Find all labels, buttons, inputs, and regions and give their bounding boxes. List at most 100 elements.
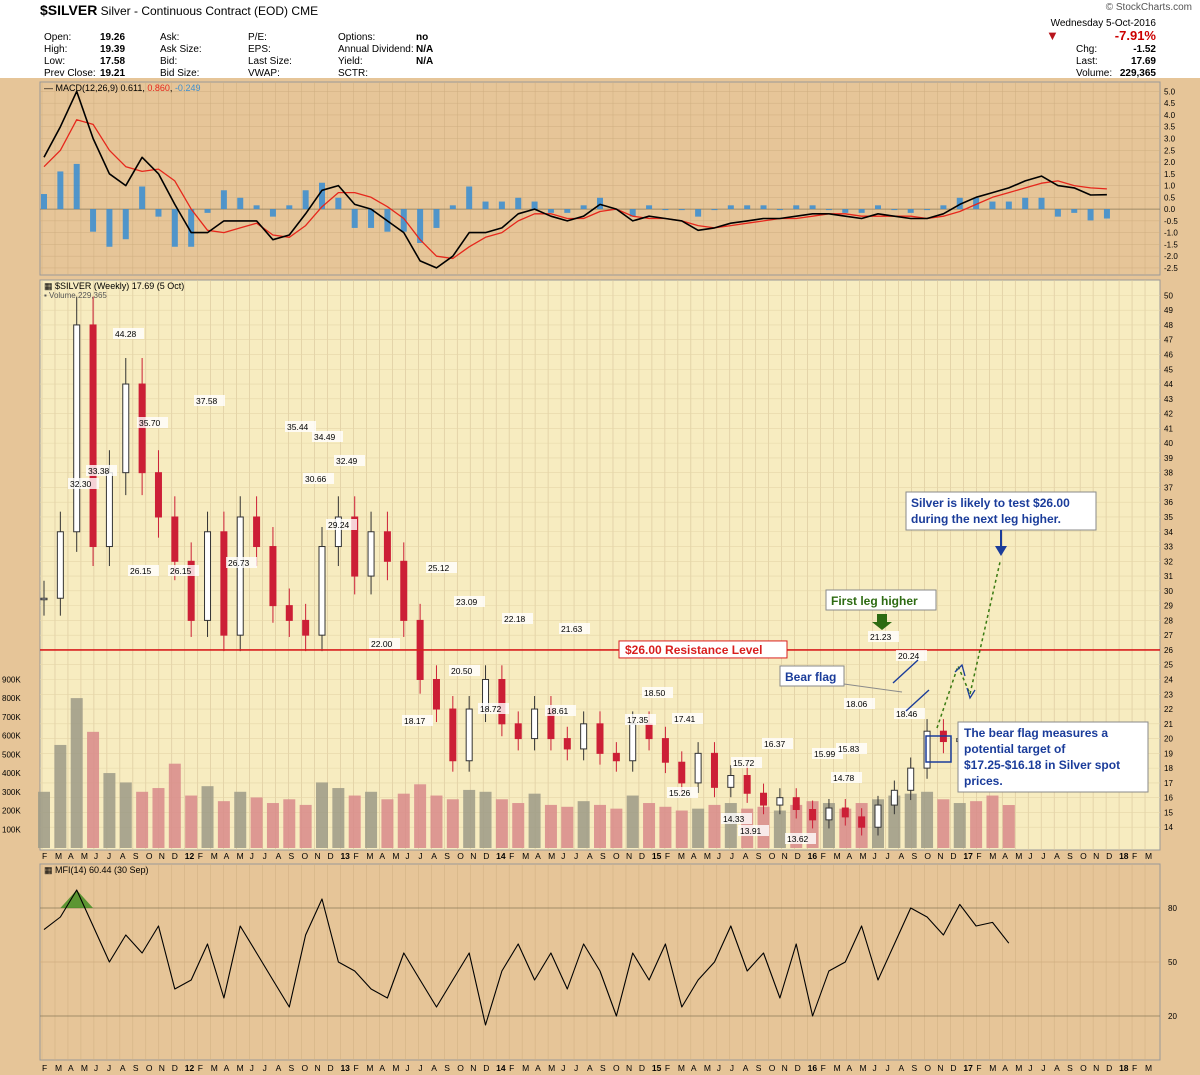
volume-bar	[430, 795, 443, 848]
volume-tick-label: 100K	[2, 825, 21, 834]
price-tick-label: 14	[1164, 823, 1173, 832]
price-candle	[531, 708, 539, 740]
price-annotation-bg	[502, 613, 533, 624]
x-tick-label: J	[1028, 851, 1032, 861]
volume-bar	[266, 803, 279, 848]
price-annotation: 25.12	[428, 563, 450, 573]
x-tick-label: M	[704, 851, 711, 861]
macd-histogram-bar	[498, 201, 505, 210]
quote-label: Open:	[44, 32, 72, 43]
x-tick-label: J	[263, 851, 267, 861]
macd-tick-label: 4.0	[1164, 111, 1176, 120]
price-candle	[122, 383, 130, 474]
x-tick-label: D	[639, 851, 645, 861]
macd-histogram-bar	[237, 197, 244, 210]
price-annotation-bg	[334, 455, 365, 466]
volume-bar	[185, 795, 198, 848]
price-annotation-bg	[426, 562, 457, 573]
x-tick-label: 17	[963, 851, 973, 861]
macd-legend-part: -0.249	[175, 83, 201, 93]
x-tick-label: D	[639, 1063, 645, 1073]
macd-legend: — MACD(12,26,9) 0.611, 0.860, -0.249	[44, 83, 200, 93]
first-leg-callout-text: First leg higher	[831, 594, 918, 608]
x-tick-label: J	[1041, 851, 1045, 861]
macd-histogram-bar	[678, 209, 685, 211]
target-callout-text: $17.25-$16.18 in Silver spot	[964, 758, 1120, 772]
price-annotation-bg	[86, 465, 117, 476]
volume-bar	[610, 808, 623, 848]
price-annotation-bg	[454, 596, 485, 607]
price-tick-label: 48	[1164, 321, 1173, 330]
macd-histogram-bar	[335, 197, 342, 210]
x-tick-label: M	[55, 851, 62, 861]
chg-value: -1.52	[1133, 44, 1156, 55]
macd-histogram-bar	[695, 209, 702, 217]
x-tick-label: M	[392, 851, 399, 861]
x-tick-label: M	[522, 1063, 529, 1073]
x-tick-label: O	[769, 851, 776, 861]
price-candle	[580, 723, 588, 750]
volume-bar	[839, 808, 852, 848]
x-tick-label: F	[198, 1063, 203, 1073]
volume-tick-label: 300K	[2, 788, 21, 797]
price-annotation: 15.26	[669, 788, 691, 798]
price-annotation: 21.23	[870, 632, 892, 642]
x-tick-label: S	[600, 1063, 606, 1073]
price-tick-label: 41	[1164, 424, 1173, 433]
x-tick-label: J	[107, 851, 111, 861]
price-candle	[727, 775, 735, 788]
test-26-callout-text: Silver is likely to test $26.00	[911, 496, 1070, 510]
macd-histogram-bar	[57, 171, 64, 210]
green-down-arrow-icon	[872, 614, 892, 630]
x-tick-label: M	[237, 1063, 244, 1073]
price-annotation: 22.18	[504, 614, 526, 624]
macd-histogram-bar	[580, 205, 587, 210]
macd-histogram-bar	[351, 209, 358, 228]
x-tick-label: M	[860, 851, 867, 861]
bear-flag-upper-line	[892, 659, 919, 684]
macd-histogram-bar	[482, 201, 489, 210]
x-tick-label: 17	[963, 1063, 973, 1073]
x-tick-label: A	[120, 1063, 126, 1073]
price-candle	[171, 516, 179, 562]
x-tick-label: M	[392, 1063, 399, 1073]
quote-col1-values: 19.26 19.39 17.58 19.21	[100, 32, 125, 80]
x-tick-label: 16	[808, 851, 818, 861]
price-annotation-bg	[642, 687, 673, 698]
price-tick-label: 15	[1164, 808, 1173, 817]
x-tick-label: N	[1093, 1063, 1099, 1073]
price-annotation: 35.44	[287, 422, 309, 432]
mfi-tick-label: 50	[1168, 958, 1177, 967]
x-tick-label: M	[548, 1063, 555, 1073]
volume-bar	[365, 791, 378, 848]
x-tick-label: O	[613, 1063, 620, 1073]
x-tick-label: 18	[1119, 1063, 1129, 1073]
macd-histogram-bar	[842, 209, 849, 213]
x-tick-label: S	[756, 1063, 762, 1073]
price-candle	[678, 761, 686, 784]
x-tick-label: N	[937, 1063, 943, 1073]
macd-tick-label: -2.0	[1164, 252, 1178, 261]
x-tick-label: J	[873, 851, 877, 861]
price-candle	[432, 678, 440, 710]
volume-bar	[675, 810, 688, 848]
price-candle	[318, 546, 326, 636]
price-tick-label: 33	[1164, 543, 1173, 552]
price-candle	[890, 789, 898, 806]
x-tick-label: J	[574, 851, 578, 861]
price-tick-label: 42	[1164, 410, 1173, 419]
price-candle	[56, 531, 64, 599]
macd-histogram-bar	[171, 209, 178, 247]
macd-histogram-bar	[515, 197, 522, 210]
x-tick-label: J	[885, 851, 889, 861]
x-tick-label: A	[120, 851, 126, 861]
volume-bar	[495, 799, 508, 848]
price-tick-label: 27	[1164, 631, 1173, 640]
macd-histogram-bar	[597, 197, 603, 210]
x-tick-label: A	[1002, 851, 1008, 861]
price-annotation: 20.50	[451, 666, 473, 676]
dividend-value: N/A	[416, 44, 434, 55]
x-tick-label: N	[1093, 851, 1099, 861]
price-tick-label: 32	[1164, 557, 1173, 566]
price-annotation: 30.66	[305, 474, 327, 484]
